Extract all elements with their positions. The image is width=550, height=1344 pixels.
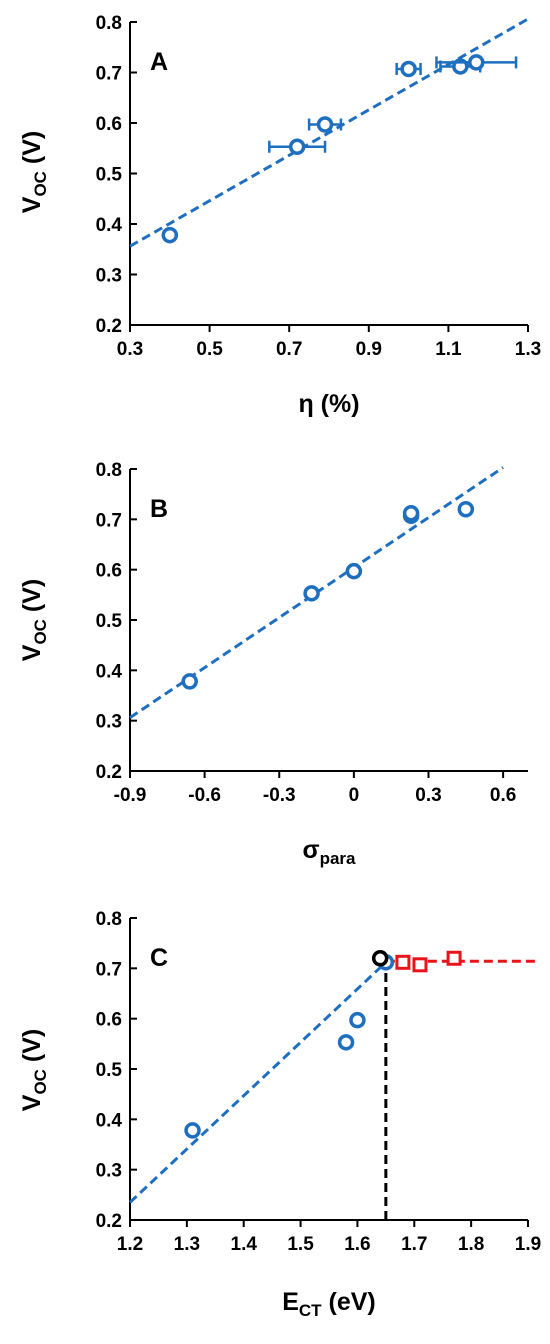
y-axis-title: VOC (V) [18, 131, 50, 213]
data-point [457, 501, 475, 518]
x-tick-label: 1.9 [515, 1234, 541, 1255]
x-tick-label: 1.6 [344, 1234, 370, 1255]
data-point [337, 1034, 355, 1051]
y-tick-label: 0.3 [96, 266, 122, 287]
y-tick-label: 0.2 [96, 762, 122, 783]
x-tick-label: 0.7 [276, 339, 302, 360]
y-tick-label: 0.6 [96, 1010, 122, 1031]
y-tick-label: 0.8 [96, 460, 122, 481]
y-tick-label: 0.3 [96, 1161, 122, 1182]
y-tick-label: 0.7 [96, 64, 122, 85]
panel-label: B [150, 495, 168, 523]
data-point [181, 673, 198, 690]
data-point [446, 950, 462, 966]
panel-label: A [150, 48, 168, 76]
y-axis-title: VOC (V) [18, 1029, 50, 1111]
x-tick-label: 0.6 [490, 785, 516, 806]
fit-line [128, 961, 387, 1204]
y-tick-label: 0.8 [96, 13, 122, 34]
x-tick-label: 0.3 [117, 339, 143, 360]
x-tick-label: 1.7 [401, 1234, 427, 1255]
x-tick-label: 0.5 [196, 339, 223, 360]
y-tick-label: 0.4 [96, 1110, 123, 1131]
x-tick-label: 1.8 [458, 1234, 484, 1255]
chart-a: 0.20.30.40.50.60.70.80.3 0.5 0.7 0.9 1.1 1.3A… [18, 13, 541, 418]
data-point [316, 116, 334, 133]
data-point [412, 957, 428, 973]
y-tick-label: 0.5 [96, 611, 123, 632]
fit-line [129, 17, 529, 248]
data-point [184, 1122, 201, 1139]
x-tick-label: 1.1 [435, 339, 462, 360]
data-point [402, 505, 420, 522]
x-tick-label: -0.3 [263, 785, 296, 806]
x-tick-label: 1.5 [287, 1234, 314, 1255]
x-axis-title: η (%) [298, 390, 359, 418]
y-tick-label: 0.5 [96, 165, 123, 186]
y-tick-label: 0.4 [96, 661, 123, 682]
y-tick-label: 0.6 [96, 561, 122, 582]
x-tick-label: -0.6 [188, 785, 221, 806]
data-point [288, 138, 306, 155]
x-axis-title: ECT (eV) [282, 1288, 376, 1320]
x-tick-label: 1.4 [231, 1234, 258, 1255]
y-tick-label: 0.8 [96, 909, 122, 930]
y-axis-title: VOC (V) [18, 579, 50, 661]
y-tick-label: 0.3 [96, 712, 122, 733]
data-point [345, 562, 363, 580]
y-tick-label: 0.2 [96, 1211, 122, 1232]
data-point [303, 585, 320, 602]
y-tick-label: 0.7 [96, 959, 122, 980]
x-tick-label: 1.3 [174, 1234, 200, 1255]
x-axis-title: σpara [302, 836, 356, 868]
y-tick-label: 0.2 [96, 316, 122, 337]
data-point [468, 54, 485, 71]
chart-c: 0.2 0.3 0.4 0.5 0.6 0.7 0.8 1.2 1.3 1.4 1.5 1.6 1.7 1… [18, 909, 541, 1320]
y-tick-label: 0.5 [96, 1060, 123, 1081]
x-tick-label: 1.3 [515, 339, 541, 360]
data-point [349, 1011, 366, 1029]
panel-label: C [150, 944, 168, 972]
x-tick-label: 0 [349, 785, 360, 806]
y-tick-label: 0.7 [96, 510, 122, 531]
data-point [400, 60, 417, 78]
y-tick-label: 0.6 [96, 114, 122, 135]
chart-b: 0.2 0.3 0.4 0.5 0.6 0.7 0.8 -0.9 -0.6 -0.3 0 0.3 0.6… [18, 460, 528, 868]
y-tick-label: 0.4 [96, 215, 123, 236]
data-point [395, 954, 411, 970]
x-tick-label: -0.9 [114, 785, 147, 806]
data-point [371, 950, 389, 967]
x-tick-label: 0.9 [356, 339, 382, 360]
x-tick-label: 1.2 [117, 1234, 143, 1255]
x-tick-label: 0.3 [415, 785, 441, 806]
data-point [161, 226, 179, 244]
